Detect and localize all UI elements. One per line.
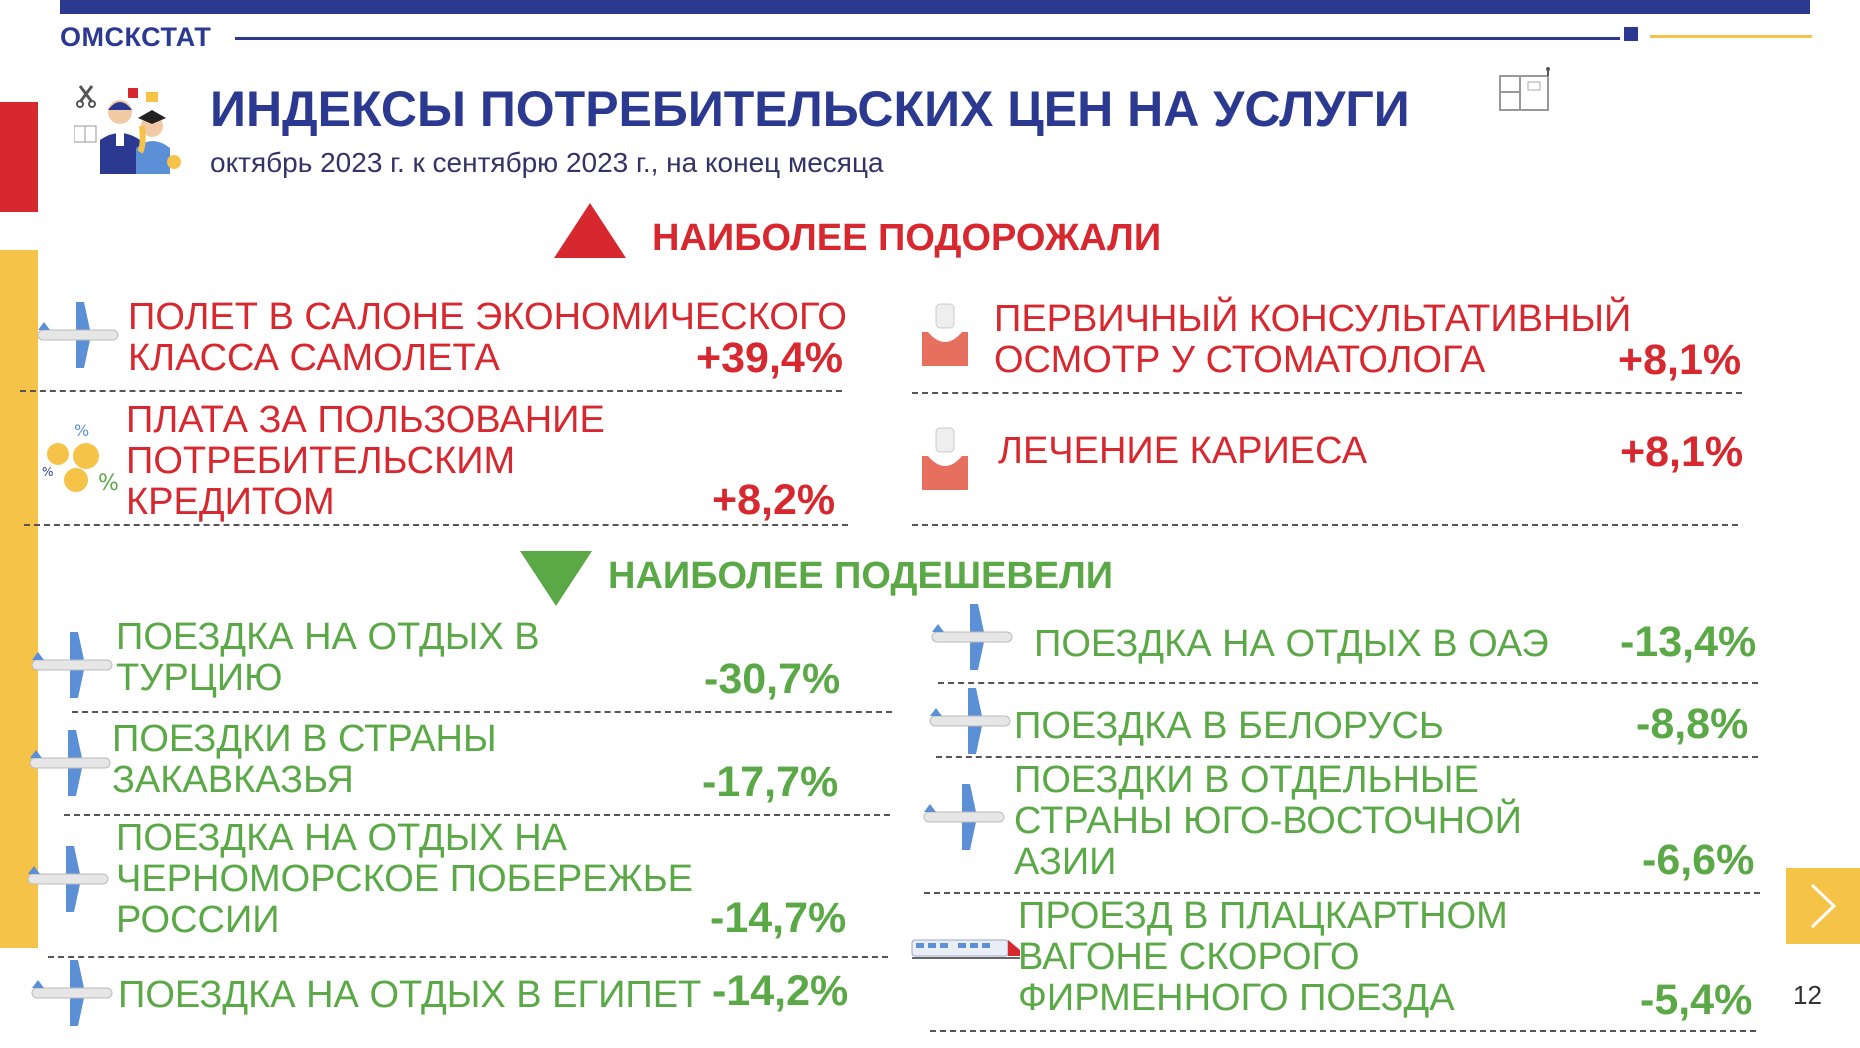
floor-plan-icon (1498, 66, 1554, 114)
airplane-icon (922, 782, 1006, 852)
label-line: ПОТРЕБИТЕЛЬСКИМ (126, 440, 516, 482)
svg-text:%: % (74, 421, 89, 440)
fell-item-label: ПОЕЗДКИ В СТРАНЫ ЗАКАВКАЗЬЯ (112, 719, 497, 801)
row-divider (930, 1030, 1756, 1032)
rose-item-label: ЛЕЧЕНИЕ КАРИЕСА (998, 431, 1367, 472)
chevron-right-icon (1810, 883, 1837, 929)
fell-item-label: ПОЕЗДКА В БЕЛОРУСЬ (1014, 706, 1444, 747)
decrease-triangle-icon (520, 551, 592, 606)
header-square (1624, 27, 1638, 41)
header-divider (235, 37, 1620, 40)
label-line: ЧЕРНОМОРСКОЕ ПОБЕРЕЖЬЕ (116, 858, 693, 900)
airplane-icon (28, 728, 112, 798)
rose-item-value: +39,4% (696, 334, 844, 382)
tooth-icon (920, 426, 970, 492)
airplane-icon (30, 630, 114, 700)
label-line: ПЛАТА ЗА ПОЛЬЗОВАНИЕ (126, 399, 605, 441)
label-line: ПРОЕЗД В ПЛАЦКАРТНОМ (1018, 895, 1508, 937)
label-line: ПОЕЗДКА НА ОТДЫХ В (116, 616, 540, 658)
airplane-icon (26, 844, 110, 914)
row-divider (48, 956, 888, 958)
row-divider (912, 524, 1738, 526)
label-line: КРЕДИТОМ (126, 481, 335, 523)
svg-text:%: % (42, 465, 53, 479)
page-number: 12 (1793, 980, 1822, 1010)
label-line: ЛЕЧЕНИЕ КАРИЕСА (998, 430, 1368, 472)
label-line: ПЕРВИЧНЫЙ КОНСУЛЬТАТИВНЫЙ (994, 298, 1632, 340)
side-accent-red (0, 102, 38, 212)
train-icon (910, 934, 1022, 962)
page-title: ИНДЕКСЫ ПОТРЕБИТЕЛЬСКИХ ЦЕН НА УСЛУГИ (210, 81, 1410, 137)
row-divider (912, 392, 1742, 394)
label-line: ПОЕЗДКИ В СТРАНЫ (112, 718, 497, 760)
row-divider (936, 756, 1758, 758)
label-line: ПОЛЕТ В САЛОНЕ ЭКОНОМИЧЕСКОГО (128, 296, 847, 338)
rose-item-label: ПЕРВИЧНЫЙ КОНСУЛЬТАТИВНЫЙ ОСМОТР У СТОМА… (994, 299, 1631, 381)
fell-item-label: ПОЕЗДКИ В ОТДЕЛЬНЫЕ СТРАНЫ ЮГО-ВОСТОЧНОЙ… (1014, 760, 1522, 883)
rose-item-value: +8,1% (1620, 428, 1744, 476)
next-slide-button[interactable] (1786, 868, 1860, 944)
label-line: ПОЕЗДКИ В ОТДЕЛЬНЫЕ (1014, 759, 1479, 801)
airplane-icon (30, 958, 114, 1028)
row-divider (72, 711, 892, 713)
label-line: АЗИИ (1014, 841, 1117, 883)
rose-item-label: ПЛАТА ЗА ПОЛЬЗОВАНИЕ ПОТРЕБИТЕЛЬСКИМ КРЕ… (126, 400, 605, 523)
tooth-icon (920, 302, 970, 368)
section-heading-decreased: НАИБОЛЕЕ ПОДЕШЕВЕЛИ (608, 555, 1114, 597)
top-bar (60, 0, 1810, 14)
fell-item-value: -17,7% (702, 758, 839, 806)
fell-item-value: -14,7% (710, 894, 847, 942)
fell-item-label: ПОЕЗДКА НА ОТДЫХ В ОАЭ (1034, 624, 1549, 665)
label-line: ЗАКАВКАЗЬЯ (112, 759, 354, 801)
row-divider (64, 814, 890, 816)
label-line: ФИРМЕННОГО ПОЕЗДА (1018, 977, 1455, 1019)
airplane-icon (928, 686, 1012, 756)
label-line: ПОЕЗДКА В БЕЛОРУСЬ (1014, 705, 1444, 747)
fell-item-value: -8,8% (1636, 700, 1749, 748)
label-line: КЛАССА САМОЛЕТА (128, 337, 500, 379)
svg-text:%: % (98, 471, 119, 496)
label-line: ТУРЦИЮ (116, 657, 283, 699)
increase-triangle-icon (554, 203, 626, 258)
label-line: ВАГОНЕ СКОРОГО (1018, 936, 1360, 978)
airplane-icon (930, 602, 1014, 672)
airplane-icon (36, 300, 120, 370)
page-subtitle: октябрь 2023 г. к сентябрю 2023 г., на к… (210, 147, 884, 178)
coins-icon: % % % (40, 416, 120, 498)
rose-item-label: ПОЛЕТ В САЛОНЕ ЭКОНОМИЧЕСКОГО КЛАССА САМ… (128, 297, 847, 379)
label-line: ОСМОТР У СТОМАТОЛОГА (994, 339, 1486, 381)
fell-item-value: -14,2% (712, 967, 849, 1015)
brand-name: ОМСКСТАТ (60, 22, 212, 52)
section-heading-increased: НАИБОЛЕЕ ПОДОРОЖАЛИ (652, 217, 1162, 259)
fell-item-label: ПОЕЗДКА НА ОТДЫХ НА ЧЕРНОМОРСКОЕ ПОБЕРЕЖ… (116, 818, 693, 941)
people-illustration-icon (74, 82, 184, 174)
label-line: ПОЕЗДКА НА ОТДЫХ НА (116, 817, 568, 859)
fell-item-label: ПОЕЗДКА НА ОТДЫХ В ТУРЦИЮ (116, 617, 540, 699)
fell-item-value: -5,4% (1640, 976, 1753, 1024)
fell-item-value: -13,4% (1620, 618, 1757, 666)
row-divider (24, 524, 848, 526)
header-divider-accent (1650, 35, 1812, 38)
fell-item-value: -30,7% (704, 655, 841, 703)
label-line: ПОЕЗДКА НА ОТДЫХ В ЕГИПЕТ (118, 974, 702, 1016)
label-line: ПОЕЗДКА НА ОТДЫХ В ОАЭ (1034, 623, 1549, 665)
rose-item-value: +8,1% (1618, 336, 1742, 384)
row-divider (938, 682, 1758, 684)
label-line: РОССИИ (116, 899, 280, 941)
label-line: СТРАНЫ ЮГО-ВОСТОЧНОЙ (1014, 800, 1522, 842)
side-accent-yellow (0, 250, 38, 948)
row-divider (20, 390, 842, 392)
row-divider (924, 892, 1760, 894)
rose-item-value: +8,2% (712, 476, 836, 524)
fell-item-label: ПОЕЗДКА НА ОТДЫХ В ЕГИПЕТ (118, 975, 701, 1016)
fell-item-value: -6,6% (1642, 836, 1755, 884)
fell-item-label: ПРОЕЗД В ПЛАЦКАРТНОМ ВАГОНЕ СКОРОГО ФИРМ… (1018, 896, 1508, 1019)
